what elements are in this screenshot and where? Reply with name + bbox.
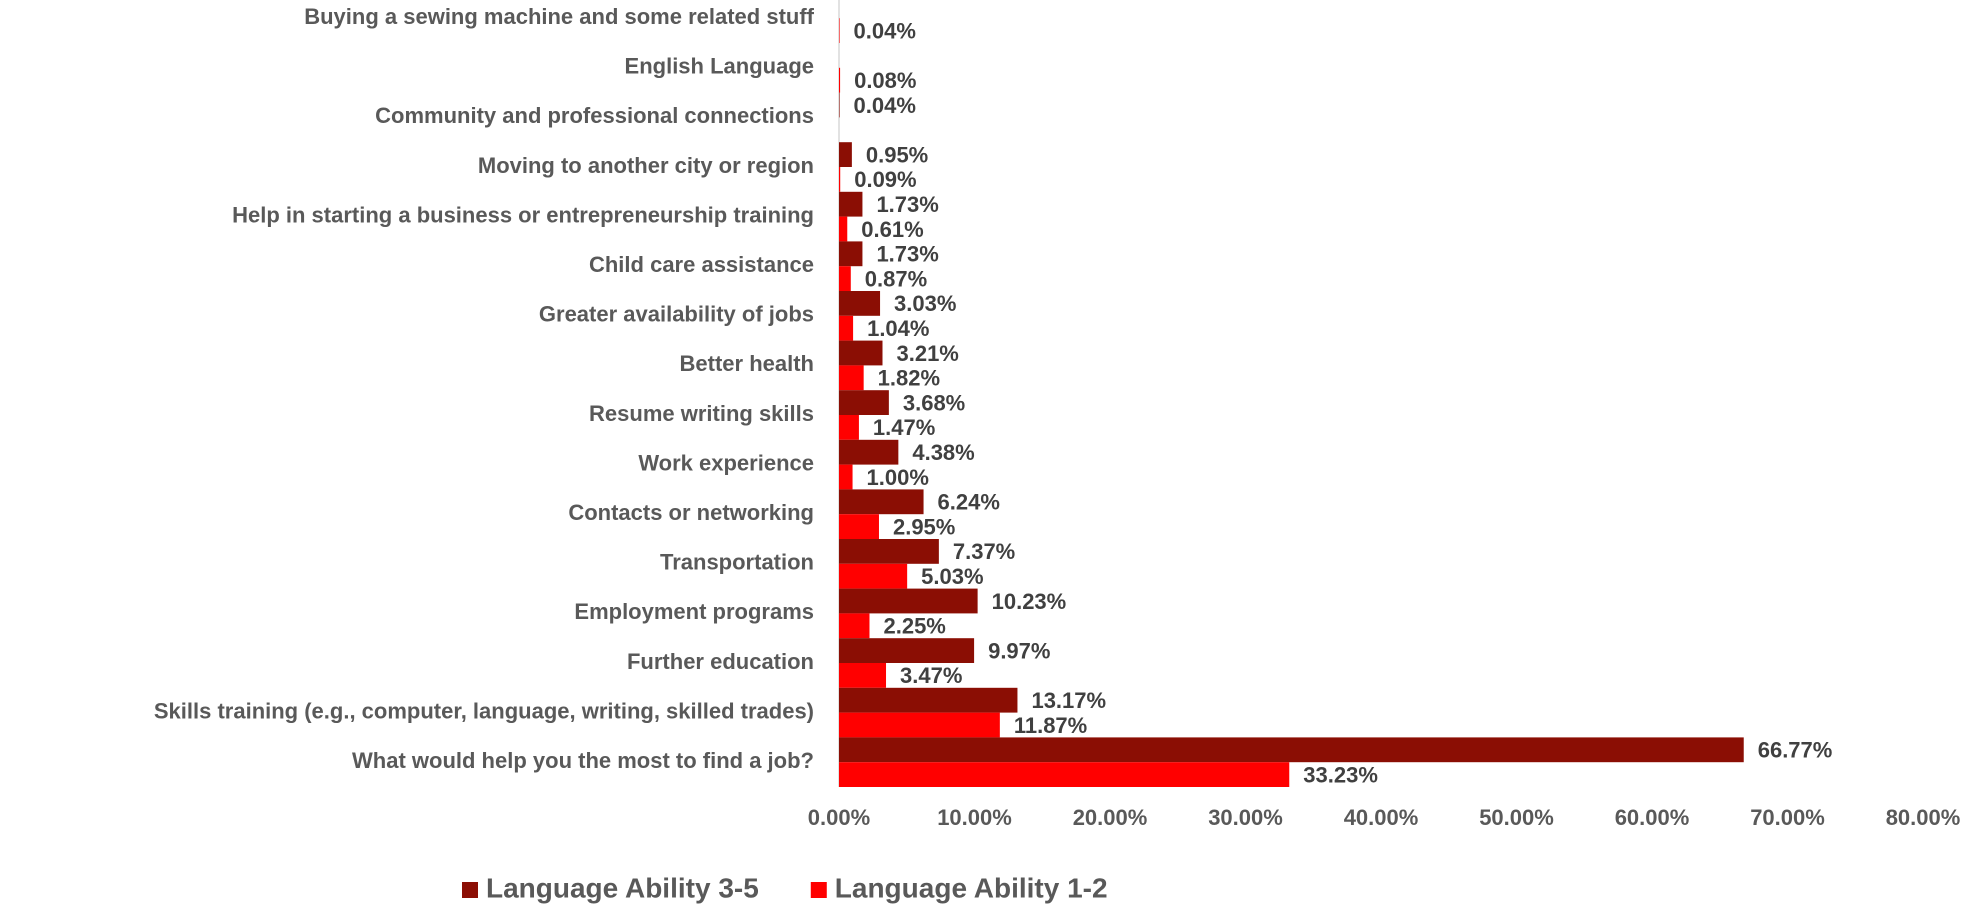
value-label: 1.47% (873, 415, 935, 440)
bar (839, 241, 863, 267)
bar (839, 613, 870, 639)
value-label: 3.47% (900, 663, 962, 688)
category-label: Help in starting a business or entrepren… (232, 202, 814, 227)
bar (839, 92, 840, 118)
value-label: 2.25% (883, 614, 945, 639)
value-label: 10.23% (992, 589, 1067, 614)
x-tick-label: 40.00% (1344, 805, 1419, 830)
x-tick-label: 80.00% (1886, 805, 1961, 830)
category-label: Work experience (638, 450, 814, 475)
value-label: 0.04% (854, 93, 916, 118)
bar (839, 514, 879, 539)
value-label: 9.97% (988, 638, 1050, 663)
bar (839, 216, 848, 242)
value-label: 1.73% (876, 192, 938, 217)
category-label: English Language (625, 54, 814, 79)
category-label: Greater availability of jobs (539, 302, 814, 327)
value-label: 13.17% (1031, 688, 1106, 713)
bar (839, 563, 908, 589)
category-label: Child care assistance (589, 252, 814, 277)
bar (839, 18, 840, 43)
category-label: Skills training (e.g., computer, languag… (154, 698, 814, 723)
legend-swatch (810, 882, 827, 898)
value-label: 0.04% (854, 18, 916, 43)
x-tick-label: 30.00% (1208, 805, 1283, 830)
category-label: Employment programs (574, 599, 814, 624)
bar (839, 737, 1744, 763)
value-label: 11.87% (1014, 713, 1087, 738)
bar (839, 539, 939, 564)
bar (839, 365, 864, 391)
x-tick-label: 10.00% (937, 805, 1012, 830)
bar (839, 315, 854, 341)
value-label: 0.95% (866, 142, 928, 167)
bar (839, 663, 887, 688)
value-label: 3.03% (894, 291, 956, 316)
bar (839, 762, 1290, 787)
bar (839, 191, 863, 217)
value-label: 2.95% (893, 514, 955, 539)
category-label: Buying a sewing machine and some related… (304, 4, 814, 29)
bar (839, 167, 841, 192)
value-label: 33.23% (1303, 762, 1378, 787)
value-label: 1.00% (867, 465, 929, 490)
legend-label: Language Ability 1-2 (835, 872, 1108, 903)
value-label: 0.09% (854, 167, 916, 192)
bar (839, 439, 899, 465)
value-label: 4.38% (912, 440, 974, 465)
category-label: Further education (627, 649, 814, 674)
bar (839, 266, 851, 291)
value-label: 3.21% (896, 341, 958, 366)
value-label: 7.37% (953, 539, 1015, 564)
bar (839, 712, 1000, 738)
bar (839, 390, 889, 415)
bar (839, 142, 852, 167)
bar (839, 464, 853, 490)
category-label: Transportation (660, 550, 814, 575)
category-label: Better health (680, 351, 814, 376)
value-label: 0.87% (865, 266, 927, 291)
legend-swatch (462, 882, 478, 898)
legend-label: Language Ability 3-5 (486, 872, 759, 903)
bar (839, 687, 1018, 713)
value-label: 1.82% (878, 366, 940, 391)
value-label: 1.04% (867, 316, 929, 341)
value-label: 66.77% (1758, 738, 1833, 763)
value-label: 6.24% (938, 490, 1000, 515)
category-label: Moving to another city or region (478, 153, 814, 178)
bar (839, 489, 924, 515)
bar (839, 588, 978, 614)
category-label: Resume writing skills (589, 401, 814, 426)
value-label: 0.08% (854, 68, 916, 93)
bar (839, 415, 859, 440)
bar (839, 638, 975, 663)
x-tick-label: 20.00% (1073, 805, 1148, 830)
category-label: Community and professional connections (375, 103, 814, 128)
value-label: 3.68% (903, 390, 965, 415)
x-tick-label: 70.00% (1750, 805, 1825, 830)
bar (839, 340, 883, 366)
x-tick-label: 60.00% (1615, 805, 1690, 830)
bar (839, 67, 841, 93)
value-label: 5.03% (921, 564, 983, 589)
value-label: 0.61% (861, 217, 923, 242)
category-label: Contacts or networking (568, 500, 814, 525)
bar (839, 291, 881, 316)
x-tick-label: 50.00% (1479, 805, 1554, 830)
value-label: 1.73% (876, 242, 938, 267)
x-tick-label: 0.00% (808, 805, 870, 830)
category-label: What would help you the most to find a j… (352, 748, 814, 773)
